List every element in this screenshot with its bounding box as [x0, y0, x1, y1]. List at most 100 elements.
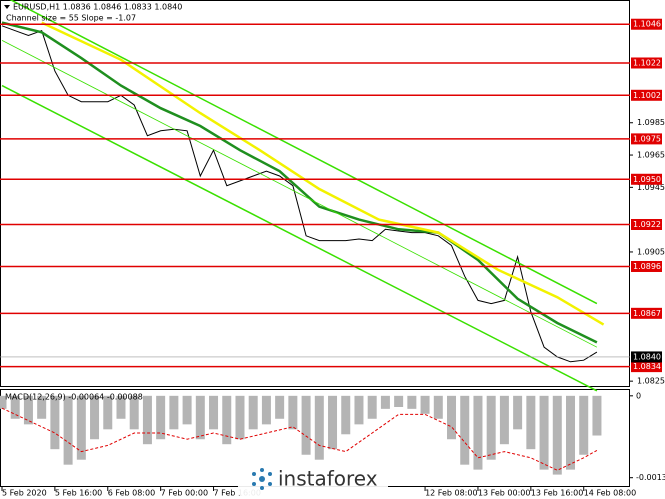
price-line	[41, 21, 605, 326]
menu-triangle	[4, 5, 10, 9]
y-tick-label: 1.0985	[637, 118, 665, 127]
level-label: 1.0922	[633, 220, 661, 229]
macd-y-tick-label: 0	[636, 391, 641, 400]
macd-bar	[235, 395, 245, 440]
macd-bar	[275, 395, 285, 419]
x-tick-label: 5 Feb 2020	[2, 489, 47, 498]
macd-bar	[301, 395, 311, 455]
macd-bar	[182, 395, 192, 425]
macd-bar	[314, 395, 324, 460]
macd-bar	[367, 395, 377, 419]
level-label-bg	[631, 361, 662, 373]
macd-bar	[248, 395, 258, 430]
macd-bar	[142, 395, 152, 445]
macd-bar	[592, 395, 602, 436]
level-label: 1.1046	[633, 20, 661, 29]
macd-bar	[116, 395, 126, 419]
level-label: 1.0834	[633, 362, 661, 371]
price-line	[1, 40, 598, 348]
level-label: 1.0950	[633, 175, 661, 184]
macd-bar	[10, 395, 20, 419]
x-tick-label: 12 Feb 08:00	[425, 489, 477, 498]
macd-bar	[460, 395, 470, 465]
macd-bar	[486, 395, 496, 460]
x-tick-label: 6 Feb 08:00	[108, 489, 155, 498]
chart-subtitle: Channel size = 55 Slope = -1.07	[6, 14, 136, 23]
x-tick-label: 7 Feb 16:00	[214, 489, 261, 498]
level-label: 1.0975	[633, 134, 661, 143]
x-tick-label: 14 Feb 08:00	[584, 489, 636, 498]
macd-bar	[50, 395, 60, 450]
macd-bar	[103, 395, 113, 430]
logo-dot	[252, 472, 256, 476]
logo-dot	[268, 482, 272, 486]
level-label-bg	[631, 173, 662, 185]
level-label-bg	[631, 133, 662, 145]
watermark: instaforex	[238, 462, 388, 496]
logo-dot	[268, 472, 272, 476]
macd-bar	[63, 395, 73, 465]
logo-dot	[252, 482, 256, 486]
logo-dot	[259, 476, 265, 482]
macd-bar	[341, 395, 351, 435]
macd-bar	[169, 395, 179, 430]
x-tick-label: 13 Feb 16:00	[531, 489, 583, 498]
macd-bar	[288, 395, 298, 430]
macd-bar	[354, 395, 364, 425]
macd-bar	[407, 395, 417, 409]
macd-bar	[129, 395, 139, 430]
x-tick-label: 13 Feb 00:00	[478, 489, 530, 498]
macd-bar	[579, 395, 589, 455]
x-tick-label: 7 Feb 00:00	[161, 489, 208, 498]
watermark-text: instaforex	[278, 467, 378, 491]
price-line	[1, 25, 598, 363]
macd-y-tick-label: -0.00132	[636, 473, 665, 482]
x-tick-label: 5 Feb 16:00	[55, 489, 102, 498]
level-label-bg	[631, 57, 662, 69]
macd-bar	[209, 395, 219, 430]
main-panel	[0, 0, 630, 387]
level-label: 1.0867	[633, 309, 661, 318]
level-label: 1.0896	[633, 262, 661, 271]
macd-bar	[156, 395, 166, 440]
macd-bar	[552, 395, 562, 475]
macd-bar	[539, 395, 549, 470]
level-label: 1.1002	[633, 91, 661, 100]
logo-dot	[260, 486, 264, 490]
level-label: 1.1022	[633, 58, 661, 67]
macd-bar	[90, 395, 100, 440]
macd-bar	[328, 395, 338, 450]
price-line	[9, 0, 598, 305]
macd-bar	[513, 395, 523, 430]
logo-dot	[260, 468, 264, 472]
macd-bar	[394, 395, 404, 407]
macd-bar	[566, 395, 576, 470]
level-label-bg	[631, 260, 662, 272]
level-label-bg	[631, 307, 662, 319]
y-tick-label: 1.0905	[637, 247, 665, 256]
macd-bar	[76, 395, 86, 460]
level-label-bg	[631, 18, 662, 30]
price-line	[1, 84, 598, 392]
macd-bar	[0, 395, 7, 409]
macd-bar	[261, 395, 271, 425]
level-label-bg	[631, 218, 662, 230]
macd-bar	[433, 395, 443, 419]
macd-bar	[222, 395, 232, 445]
macd-bar	[447, 395, 457, 440]
watermark-bg	[238, 462, 388, 496]
level-label-bg	[631, 89, 662, 101]
macd-bar	[380, 395, 390, 409]
macd-title: MACD(12,26,9) -0.00064 -0.00088	[5, 393, 143, 402]
macd-signal	[1, 407, 598, 471]
y-tick-label: 1.0825	[637, 377, 665, 386]
price-line	[1, 21, 598, 344]
macd-bar	[23, 395, 33, 425]
macd-bar	[420, 395, 430, 414]
macd-bar	[499, 395, 509, 445]
macd-bar	[195, 395, 205, 440]
y-tick-label: 1.0965	[637, 151, 665, 160]
current-price-bg	[631, 351, 662, 363]
